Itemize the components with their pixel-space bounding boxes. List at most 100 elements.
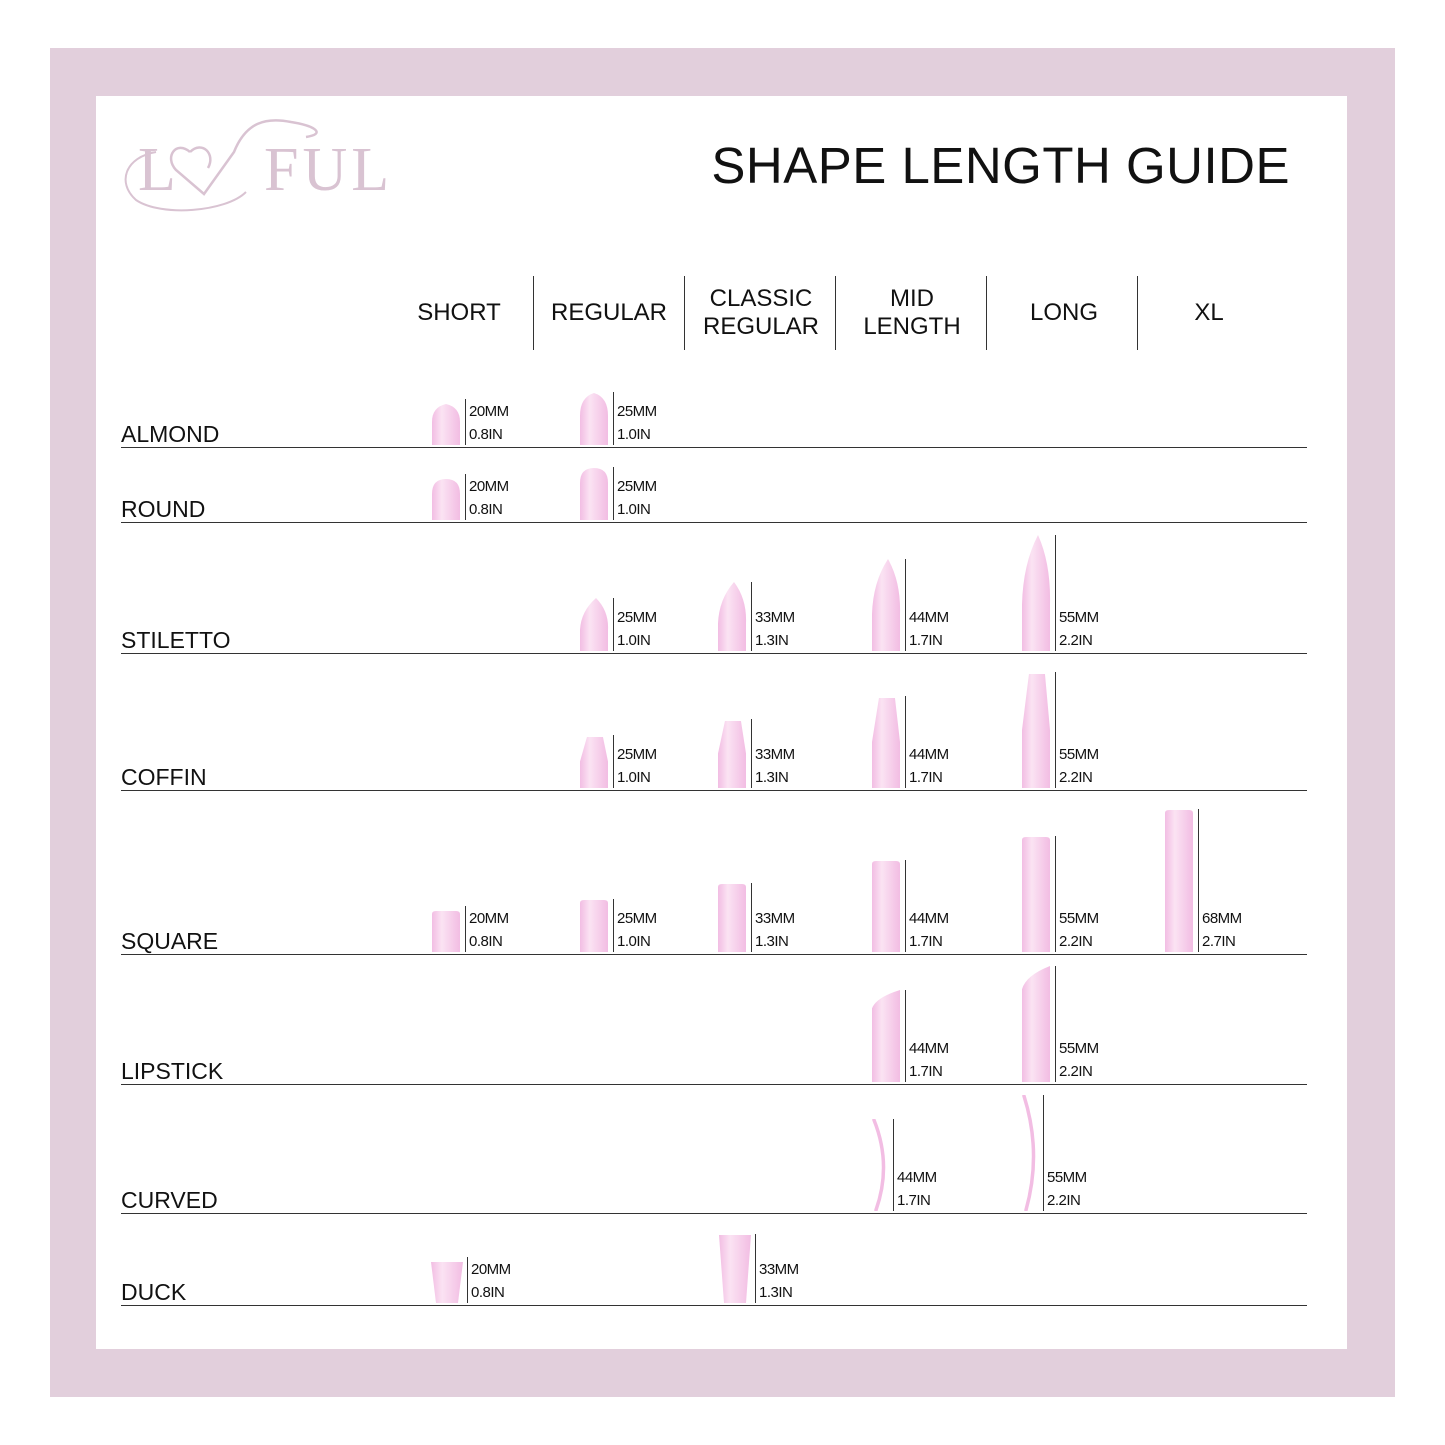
- measurement-mm: 33MM: [755, 746, 795, 763]
- nail-stiletto-33mm: [718, 582, 747, 651]
- column-header-xl: XL: [1194, 299, 1224, 326]
- nail-stiletto-25mm: [580, 598, 609, 651]
- page-title: SHAPE LENGTH GUIDE: [711, 137, 1290, 194]
- column-header-classic-regular: CLASSIC REGULAR: [702, 285, 820, 340]
- measure-line: [465, 474, 466, 520]
- measurement-mm: 44MM: [909, 609, 949, 626]
- measure-line: [751, 719, 752, 788]
- measure-line: [613, 598, 614, 651]
- measure-line: [755, 1234, 756, 1303]
- measurement-in: 1.0IN: [617, 933, 651, 950]
- measurement-in: 0.8IN: [469, 501, 503, 518]
- column-divider: [835, 276, 836, 350]
- row-label-almond: ALMOND: [121, 421, 220, 447]
- row-divider: [121, 1084, 1307, 1085]
- measurement-mm: 44MM: [909, 910, 949, 927]
- measurement-in: 1.0IN: [617, 426, 651, 443]
- row-label-duck: DUCK: [121, 1279, 187, 1305]
- nail-lipstick-44mm: [872, 990, 900, 1082]
- measurement-in: 2.2IN: [1059, 1063, 1093, 1080]
- measurement-in: 2.2IN: [1059, 632, 1093, 649]
- row-divider: [121, 653, 1307, 654]
- measurement-in: 2.2IN: [1059, 933, 1093, 950]
- measure-line: [613, 392, 614, 445]
- nail-round-25mm: [580, 468, 608, 520]
- nail-stiletto-44mm: [872, 559, 901, 651]
- nail-almond-20mm: [432, 404, 460, 445]
- measurement-in: 1.7IN: [897, 1192, 931, 1209]
- measurement-mm: 55MM: [1047, 1169, 1087, 1186]
- column-divider: [533, 276, 534, 350]
- measurement-mm: 33MM: [755, 609, 795, 626]
- nail-coffin-25mm: [580, 737, 608, 788]
- measurement-mm: 25MM: [617, 746, 657, 763]
- nail-lipstick-55mm: [1022, 966, 1050, 1082]
- measurement-in: 1.3IN: [755, 933, 789, 950]
- measurement-mm: 55MM: [1059, 746, 1099, 763]
- nail-square-68mm: [1165, 810, 1193, 952]
- row-label-square: SQUARE: [121, 928, 219, 954]
- row-divider: [121, 790, 1307, 791]
- measurement-mm: 25MM: [617, 403, 657, 420]
- measure-line: [905, 559, 906, 651]
- measure-line: [613, 467, 614, 520]
- measurement-mm: 33MM: [759, 1261, 799, 1278]
- measurement-mm: 20MM: [471, 1261, 511, 1278]
- row-label-curved: CURVED: [121, 1187, 218, 1213]
- measurement-mm: 44MM: [909, 1040, 949, 1057]
- nail-curved-55mm: [1022, 1095, 1036, 1211]
- measure-line: [751, 582, 752, 651]
- measurement-in: 2.2IN: [1047, 1192, 1081, 1209]
- nail-coffin-44mm: [872, 698, 900, 788]
- measure-line: [1055, 966, 1056, 1082]
- row-label-stiletto: STILETTO: [121, 627, 231, 653]
- column-header-short: SHORT: [417, 299, 501, 326]
- measurement-mm: 44MM: [909, 746, 949, 763]
- lovful-logo: L FUL: [124, 119, 393, 212]
- measure-line: [1198, 809, 1199, 952]
- nail-curved-44mm: [872, 1119, 886, 1211]
- measure-line: [465, 399, 466, 445]
- measure-line: [905, 990, 906, 1082]
- measurement-mm: 25MM: [617, 478, 657, 495]
- nail-square-33mm: [718, 884, 746, 952]
- measure-line: [465, 906, 466, 952]
- measurement-mm: 25MM: [617, 910, 657, 927]
- measure-line: [1055, 836, 1056, 952]
- row-divider: [121, 954, 1307, 955]
- row-label-coffin: COFFIN: [121, 764, 207, 790]
- measurement-mm: 20MM: [469, 478, 509, 495]
- measurement-mm: 44MM: [897, 1169, 937, 1186]
- row-divider: [121, 1305, 1307, 1306]
- column-header-long: LONG: [1029, 299, 1098, 326]
- column-divider: [986, 276, 987, 350]
- measure-line: [905, 696, 906, 788]
- nail-square-25mm: [580, 900, 608, 952]
- svg-text:L: L: [138, 136, 176, 204]
- measure-line: [1043, 1095, 1044, 1211]
- measurement-in: 1.0IN: [617, 769, 651, 786]
- measurement-in: 2.7IN: [1202, 933, 1236, 950]
- measurement-mm: 55MM: [1059, 910, 1099, 927]
- row-divider: [121, 447, 1307, 448]
- nail-coffin-33mm: [718, 721, 746, 788]
- measurement-mm: 20MM: [469, 910, 509, 927]
- column-header-mid-length: MID LENGTH: [863, 285, 961, 340]
- svg-text:FUL: FUL: [264, 136, 393, 204]
- measurement-in: 1.0IN: [617, 632, 651, 649]
- nail-almond-25mm: [580, 393, 608, 445]
- measurement-in: 1.3IN: [755, 769, 789, 786]
- measurement-in: 1.3IN: [755, 632, 789, 649]
- measurement-in: 1.0IN: [617, 501, 651, 518]
- column-divider: [684, 276, 685, 350]
- nail-coffin-55mm: [1022, 674, 1050, 788]
- measure-line: [467, 1257, 468, 1303]
- measurement-in: 0.8IN: [471, 1284, 505, 1301]
- measurement-in: 0.8IN: [469, 426, 503, 443]
- measurement-in: 0.8IN: [469, 933, 503, 950]
- nail-stiletto-55mm: [1022, 535, 1051, 651]
- measure-line: [1055, 672, 1056, 788]
- measurement-in: 1.3IN: [759, 1284, 793, 1301]
- measure-line: [893, 1119, 894, 1211]
- nail-duck-33mm: [719, 1235, 751, 1303]
